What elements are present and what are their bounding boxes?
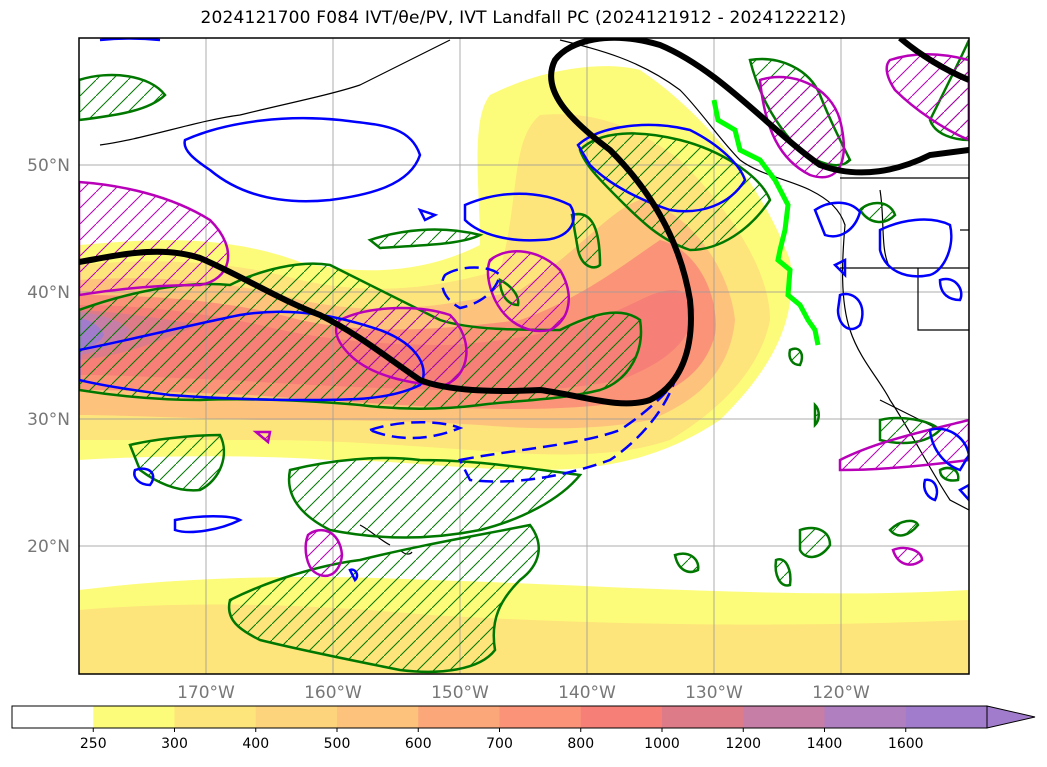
colorbar-tick-label: 600 [405,736,432,752]
colorbar-tick-label: 700 [486,736,513,752]
lon-label: 150°W [431,683,489,703]
colorbar-swatch [662,706,744,728]
colorbar-swatch [580,706,663,728]
lon-label: 120°W [812,683,870,703]
colorbar-tick-label: 1400 [807,736,843,752]
colorbar-swatch [743,706,825,728]
lat-label: 40°N [27,283,70,303]
colorbar: 250 300 400 500 600 700 800 1000 1200 1400 1600 [11,705,1036,752]
map-frame [78,37,970,675]
colorbar-swatch [255,706,338,728]
lat-label: 20°N [27,537,70,557]
colorbar-swatch [12,706,94,728]
colorbar-swatch [905,706,988,728]
colorbar-tick-label: 1000 [644,736,680,752]
colorbar-tick-label: 400 [242,736,269,752]
colorbar-tick-label: 800 [567,736,594,752]
colorbar-tick-label: 1200 [725,736,761,752]
chart-title: 2024121700 F084 IVT/θe/PV, IVT Landfall … [200,8,847,28]
colorbar-swatch [93,706,175,728]
coastlines [99,39,969,555]
colorbar-tick-label: 300 [161,736,188,752]
colorbar-swatch [499,706,582,728]
colorbar-extend-arrow [986,705,1036,729]
colorbar-tick-label: 250 [80,736,107,752]
colorbar-swatch [174,706,257,728]
lon-label: 160°W [304,683,362,703]
lat-label: 50°N [27,156,70,176]
landfall-line [711,99,821,346]
lat-label: 30°N [27,410,70,430]
lon-label: 130°W [685,683,743,703]
colorbar-tick-label: 500 [324,736,351,752]
colorbar-tick-label: 1600 [888,736,924,752]
colorbar-swatch [418,706,500,728]
lon-label: 140°W [558,683,616,703]
lon-label: 170°W [177,683,235,703]
colorbar-swatch [824,706,907,728]
colorbar-swatch [337,706,419,728]
black-contours [79,38,969,407]
